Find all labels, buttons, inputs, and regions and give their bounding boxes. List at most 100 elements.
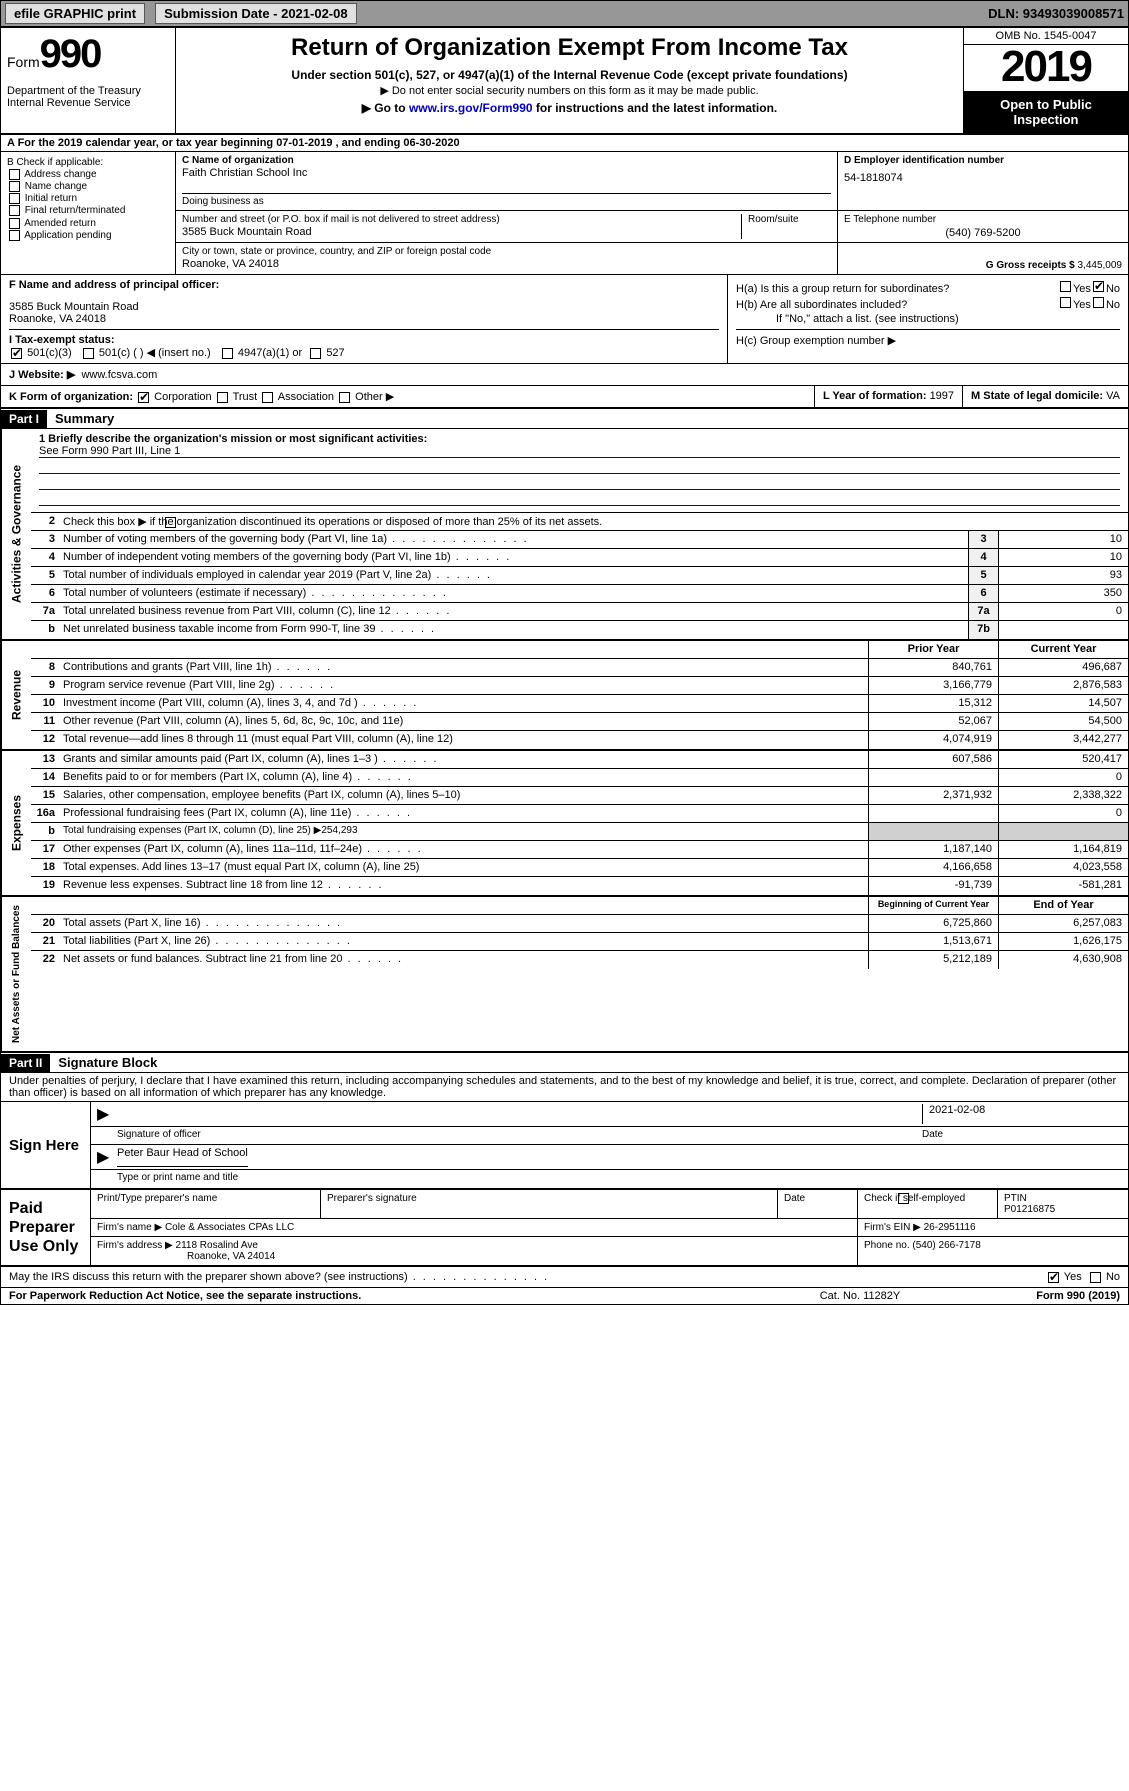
line6-val: 350 bbox=[998, 585, 1128, 602]
h-a-label: H(a) Is this a group return for subordin… bbox=[736, 283, 1058, 295]
line21-desc: Total liabilities (Part X, line 26) bbox=[59, 933, 868, 950]
box-c-city: City or town, state or province, country… bbox=[176, 243, 838, 274]
corp-label: Corporation bbox=[154, 391, 211, 403]
check-assoc[interactable] bbox=[262, 392, 273, 403]
officer-addr2: Roanoke, VA 24018 bbox=[9, 313, 719, 325]
line7b-val bbox=[998, 621, 1128, 639]
line10-desc: Investment income (Part VIII, column (A)… bbox=[59, 695, 868, 712]
check-501c[interactable] bbox=[83, 348, 94, 359]
section-netassets: Net Assets or Fund Balances Beginning of… bbox=[1, 897, 1128, 1053]
trust-label: Trust bbox=[233, 391, 258, 403]
header-mid: Return of Organization Exempt From Incom… bbox=[176, 28, 963, 133]
box-e: E Telephone number (540) 769-5200 bbox=[838, 211, 1128, 242]
check-4947[interactable] bbox=[222, 348, 233, 359]
line9-desc: Program service revenue (Part VIII, line… bbox=[59, 677, 868, 694]
check-discuss-no[interactable] bbox=[1090, 1272, 1101, 1283]
form-footer: Form 990 (2019) bbox=[960, 1290, 1120, 1302]
firm-addr1: 2118 Rosalind Ave bbox=[176, 1240, 258, 1251]
check-addr-change[interactable] bbox=[9, 169, 20, 180]
city-label: City or town, state or province, country… bbox=[182, 246, 831, 257]
form-number: 990 bbox=[40, 32, 101, 76]
check-hb-no[interactable] bbox=[1093, 297, 1104, 308]
blank-line bbox=[39, 460, 1120, 474]
check-initial[interactable] bbox=[9, 193, 20, 204]
box-b: B Check if applicable: Address change Na… bbox=[1, 152, 176, 274]
line18-prior: 4,166,658 bbox=[868, 859, 998, 876]
line13-curr: 520,417 bbox=[998, 751, 1128, 768]
year-formation-label: L Year of formation: bbox=[823, 390, 927, 402]
line20-curr: 6,257,083 bbox=[998, 915, 1128, 932]
check-name-change[interactable] bbox=[9, 181, 20, 192]
org-name-label: C Name of organization bbox=[182, 155, 294, 166]
officer-label: F Name and address of principal officer: bbox=[9, 279, 219, 291]
street-value: 3585 Buck Mountain Road bbox=[182, 226, 741, 238]
line10-prior: 15,312 bbox=[868, 695, 998, 712]
row-a-text: A For the 2019 calendar year, or tax yea… bbox=[7, 137, 460, 149]
check-ha-yes[interactable] bbox=[1060, 281, 1071, 292]
irs-link[interactable]: www.irs.gov/Form990 bbox=[409, 101, 533, 115]
box-f: F Name and address of principal officer:… bbox=[1, 275, 728, 363]
line7a-val: 0 bbox=[998, 603, 1128, 620]
box-h: H(a) Is this a group return for subordin… bbox=[728, 275, 1128, 363]
check-discuss-yes[interactable] bbox=[1048, 1272, 1059, 1283]
dba-label: Doing business as bbox=[182, 193, 831, 207]
room-label: Room/suite bbox=[741, 214, 831, 239]
check-ha-no[interactable] bbox=[1093, 281, 1104, 292]
discuss-no: No bbox=[1106, 1271, 1120, 1283]
domicile-label: M State of legal domicile: bbox=[971, 390, 1103, 402]
activities-label: Activities & Governance bbox=[1, 429, 31, 639]
line9-prior: 3,166,779 bbox=[868, 677, 998, 694]
check-amended[interactable] bbox=[9, 218, 20, 229]
line16b-desc: Total fundraising expenses (Part IX, col… bbox=[59, 823, 868, 840]
line21-curr: 1,626,175 bbox=[998, 933, 1128, 950]
gross-value: 3,445,009 bbox=[1078, 260, 1123, 271]
line18-desc: Total expenses. Add lines 13–17 (must eq… bbox=[59, 859, 868, 876]
line17-prior: 1,187,140 bbox=[868, 841, 998, 858]
check-other[interactable] bbox=[339, 392, 350, 403]
submission-date: Submission Date - 2021-02-08 bbox=[155, 3, 357, 24]
part1-title: Summary bbox=[47, 409, 122, 428]
subtitle-2: ▶ Do not enter social security numbers o… bbox=[184, 84, 955, 97]
line9-curr: 2,876,583 bbox=[998, 677, 1128, 694]
ptin-value: P01216875 bbox=[1004, 1204, 1055, 1215]
box-d: D Employer identification number 54-1818… bbox=[838, 152, 1128, 210]
paid-preparer-label: Paid Preparer Use Only bbox=[1, 1190, 91, 1265]
dept-label: Department of the Treasury Internal Reve… bbox=[7, 85, 169, 109]
line19-curr: -581,281 bbox=[998, 877, 1128, 895]
footer-discuss: May the IRS discuss this return with the… bbox=[1, 1267, 1128, 1288]
final-label: Final return/terminated bbox=[25, 206, 126, 217]
line12-curr: 3,442,277 bbox=[998, 731, 1128, 749]
subtitle-1: Under section 501(c), 527, or 4947(a)(1)… bbox=[184, 68, 955, 82]
sig-officer-label: Signature of officer bbox=[117, 1129, 922, 1142]
paperwork-notice: For Paperwork Reduction Act Notice, see … bbox=[9, 1290, 760, 1302]
section-activities: Activities & Governance 1 Briefly descri… bbox=[1, 429, 1128, 641]
row-f-h: F Name and address of principal officer:… bbox=[1, 275, 1128, 364]
box-c-name: C Name of organization Faith Christian S… bbox=[176, 152, 838, 210]
check-final[interactable] bbox=[9, 205, 20, 216]
check-trust[interactable] bbox=[217, 392, 228, 403]
officer-addr1: 3585 Buck Mountain Road bbox=[9, 301, 719, 313]
part-1-header: Part I Summary bbox=[1, 409, 1128, 429]
efile-button[interactable]: efile GRAPHIC print bbox=[5, 3, 145, 24]
org-name: Faith Christian School Inc bbox=[182, 167, 831, 179]
line10-curr: 14,507 bbox=[998, 695, 1128, 712]
h-c-label: H(c) Group exemption number ▶ bbox=[736, 334, 896, 347]
form-org-label: K Form of organization: bbox=[9, 391, 133, 403]
other-label: Other ▶ bbox=[355, 391, 394, 403]
header-right: OMB No. 1545-0047 2019 Open to Public In… bbox=[963, 28, 1128, 133]
check-self-employed[interactable] bbox=[898, 1193, 909, 1204]
check-corp[interactable] bbox=[138, 392, 149, 403]
ptin-label: PTIN bbox=[1004, 1193, 1027, 1204]
line4-val: 10 bbox=[998, 549, 1128, 566]
h-note: If "No," attach a list. (see instruction… bbox=[736, 313, 1120, 325]
col-c-to-g: C Name of organization Faith Christian S… bbox=[176, 152, 1128, 274]
check-501c3[interactable] bbox=[11, 348, 22, 359]
prep-sig-label: Preparer's signature bbox=[321, 1190, 778, 1218]
begin-year-hdr: Beginning of Current Year bbox=[868, 897, 998, 914]
check-app-pending[interactable] bbox=[9, 230, 20, 241]
line6-desc: Total number of volunteers (estimate if … bbox=[59, 585, 968, 602]
check-hb-yes[interactable] bbox=[1060, 297, 1071, 308]
footer-bottom: For Paperwork Reduction Act Notice, see … bbox=[1, 1288, 1128, 1304]
check-discontinued[interactable] bbox=[165, 517, 176, 528]
check-527[interactable] bbox=[310, 348, 321, 359]
